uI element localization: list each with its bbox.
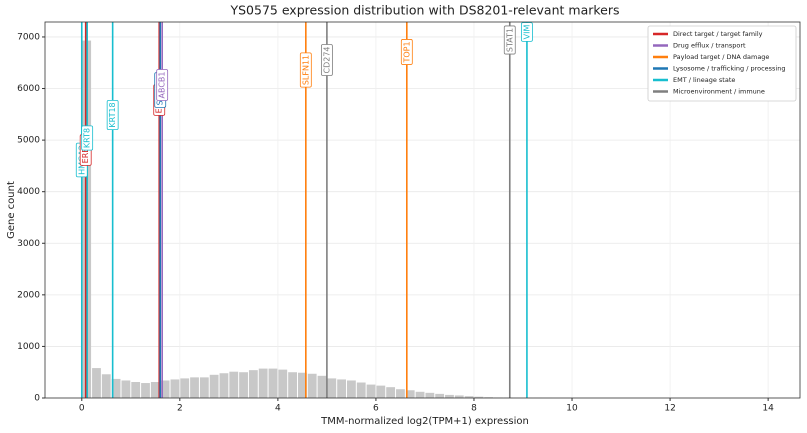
legend-label: Microenvironment / immune — [673, 88, 765, 96]
marker-label-box — [156, 69, 169, 101]
marker-label-box — [81, 125, 94, 151]
legend-label: EMT / lineage state — [673, 76, 735, 84]
legend-label: Drug efflux / transport — [673, 42, 746, 50]
legend-label: Lysosome / trafficking / processing — [673, 65, 785, 73]
marker-label: ABCB1 — [156, 69, 169, 101]
histogram-bar — [248, 370, 258, 398]
histogram-bar — [396, 389, 405, 398]
histogram-bar — [121, 380, 131, 398]
histogram-bar — [327, 378, 337, 398]
chart-title: YS0575 expression distribution with DS82… — [229, 3, 619, 18]
marker-label-box — [503, 25, 516, 55]
x-tick-label: 10 — [566, 404, 578, 414]
histogram-bar — [425, 392, 435, 398]
histogram-bar — [474, 396, 484, 398]
histogram-bar — [307, 373, 317, 398]
marker-label-text: ABCB1 — [158, 72, 167, 99]
legend-label: Direct target / target family — [673, 30, 763, 38]
marker-label: TOP1 — [400, 39, 413, 65]
marker-label-box — [299, 52, 312, 88]
histogram-bar — [317, 375, 327, 398]
x-tick-label: 0 — [79, 404, 85, 414]
histogram-bar — [386, 387, 396, 398]
x-tick-label: 6 — [373, 404, 379, 414]
x-tick-label: 8 — [471, 404, 477, 414]
y-tick-label: 1000 — [17, 342, 40, 352]
histogram-bar — [454, 395, 464, 398]
histogram-bar — [376, 385, 386, 398]
histogram-bar — [131, 382, 141, 398]
plot-frame — [44, 21, 801, 399]
histogram-bar — [258, 368, 268, 398]
histogram-bar — [347, 380, 356, 398]
histogram-bar — [111, 378, 121, 398]
marker-label: VIM — [521, 22, 533, 42]
marker-label-text: VIM — [522, 25, 531, 40]
marker-label-box — [400, 39, 413, 65]
marker-label-text: CD274 — [322, 46, 331, 73]
legend-label: Payload target / DNA damage — [673, 53, 769, 61]
x-tick-label: 12 — [664, 404, 675, 414]
histogram-bar — [150, 382, 160, 398]
histogram-bar — [209, 374, 219, 398]
histogram-bar — [415, 391, 425, 398]
y-tick-label: 0 — [34, 394, 40, 404]
histogram-bar — [435, 393, 445, 398]
histogram-bar — [219, 373, 229, 398]
histogram-bar — [190, 377, 199, 398]
marker-label-box — [320, 44, 333, 76]
x-axis-label: TMM-normalized log2(TPM+1) expression — [320, 416, 529, 427]
legend-box — [647, 25, 797, 102]
y-tick-label: 5000 — [17, 136, 40, 146]
marker-label-text: TOP1 — [402, 41, 411, 63]
marker-label-box — [521, 22, 533, 42]
histogram-bar — [229, 371, 239, 398]
histogram-bar — [337, 379, 347, 398]
histogram-bar — [297, 372, 307, 398]
marker-label: KRT8 — [81, 125, 94, 151]
histogram-bar — [170, 379, 180, 398]
y-tick-label: 6000 — [17, 84, 40, 94]
x-tick-label: 4 — [275, 404, 281, 414]
histogram-bar — [180, 378, 190, 398]
y-tick-label: 3000 — [17, 239, 40, 249]
marker-label: CD274 — [320, 44, 333, 76]
histogram-bar — [356, 382, 366, 398]
histogram-bar — [160, 380, 170, 398]
histogram-bar — [464, 396, 474, 398]
histogram-bar — [268, 368, 278, 398]
marker-label-text: KRT18 — [108, 102, 117, 127]
histogram-bar — [101, 374, 111, 398]
marker-label-box — [106, 99, 119, 131]
x-tick-label: 14 — [762, 404, 774, 414]
histogram-bar — [92, 368, 101, 398]
marker-label: STAT1 — [503, 25, 516, 55]
marker-label-text: STAT1 — [505, 28, 514, 52]
histogram-bar — [445, 394, 454, 398]
marker-label: SLFN11 — [299, 52, 312, 88]
histogram-bar — [288, 372, 297, 398]
y-tick-label: 2000 — [17, 290, 40, 300]
marker-label: KRT18 — [106, 99, 119, 131]
marker-label-text: KRT8 — [83, 128, 92, 148]
histogram-bar — [141, 383, 150, 398]
histogram-bar — [366, 384, 376, 398]
histogram-bar — [278, 369, 288, 398]
x-tick-label: 2 — [177, 404, 183, 414]
histogram-bar — [239, 372, 248, 398]
marker-label-text: SLFN11 — [301, 55, 310, 85]
histogram-bar — [405, 390, 415, 398]
y-tick-label: 7000 — [17, 32, 40, 42]
histogram-bar — [199, 377, 209, 398]
y-axis-label: Gene count — [6, 181, 17, 239]
y-tick-label: 4000 — [17, 187, 40, 197]
